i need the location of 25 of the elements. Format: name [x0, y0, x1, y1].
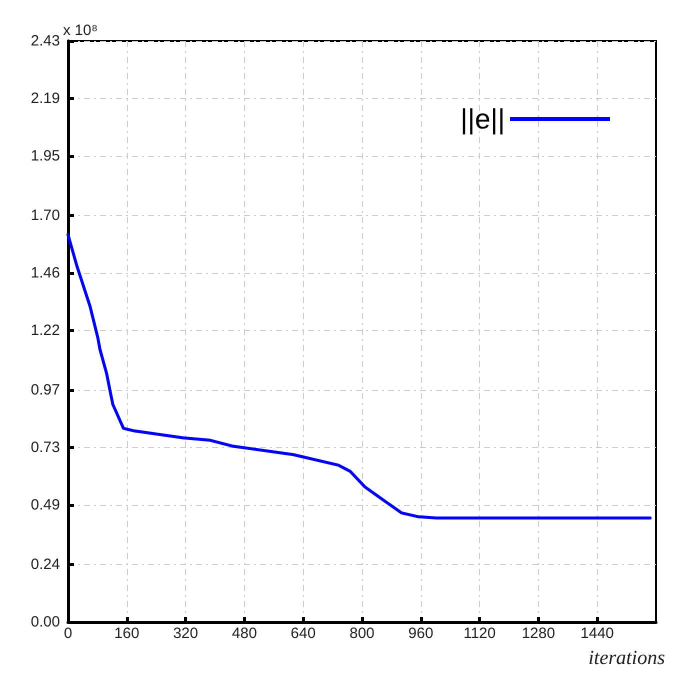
y-tick-label: 0.97 [30, 382, 60, 399]
text: 0.00 [30, 614, 60, 630]
y-tick-label: 0.73 [30, 438, 60, 456]
x-tick-label: 800 [349, 625, 375, 642]
y-tick-label: 2.43 [30, 32, 60, 50]
x-tick-label: 160 [114, 625, 140, 642]
x-tick-label: 320 [173, 625, 198, 642]
legend-label: ||e|| [460, 104, 505, 134]
x-tick-label: 1120 [463, 625, 496, 642]
x-tick-label: 1440 [580, 625, 614, 642]
x-tick-label: 480 [232, 625, 257, 642]
x-tick-label: 1280 [522, 625, 556, 642]
y-axis-title: x 10⁸ [63, 22, 98, 39]
x-tick-label: 0 [64, 625, 72, 642]
text: 1.70 [30, 207, 60, 224]
y-tick-label: 1.22 [30, 322, 60, 339]
x-tick-label: 640 [290, 625, 316, 642]
line-series [66, 233, 652, 520]
x-tick-label: 960 [408, 625, 434, 642]
y-tick-label: 1.95 [30, 147, 60, 164]
y-tick-label: 0.49 [30, 496, 60, 514]
y-tick-label: 0.24 [30, 556, 60, 574]
y-tick-label: 1.46 [30, 264, 60, 282]
x-axis-title: iterations [588, 647, 666, 669]
y-tick-label: 2.19 [30, 90, 60, 107]
